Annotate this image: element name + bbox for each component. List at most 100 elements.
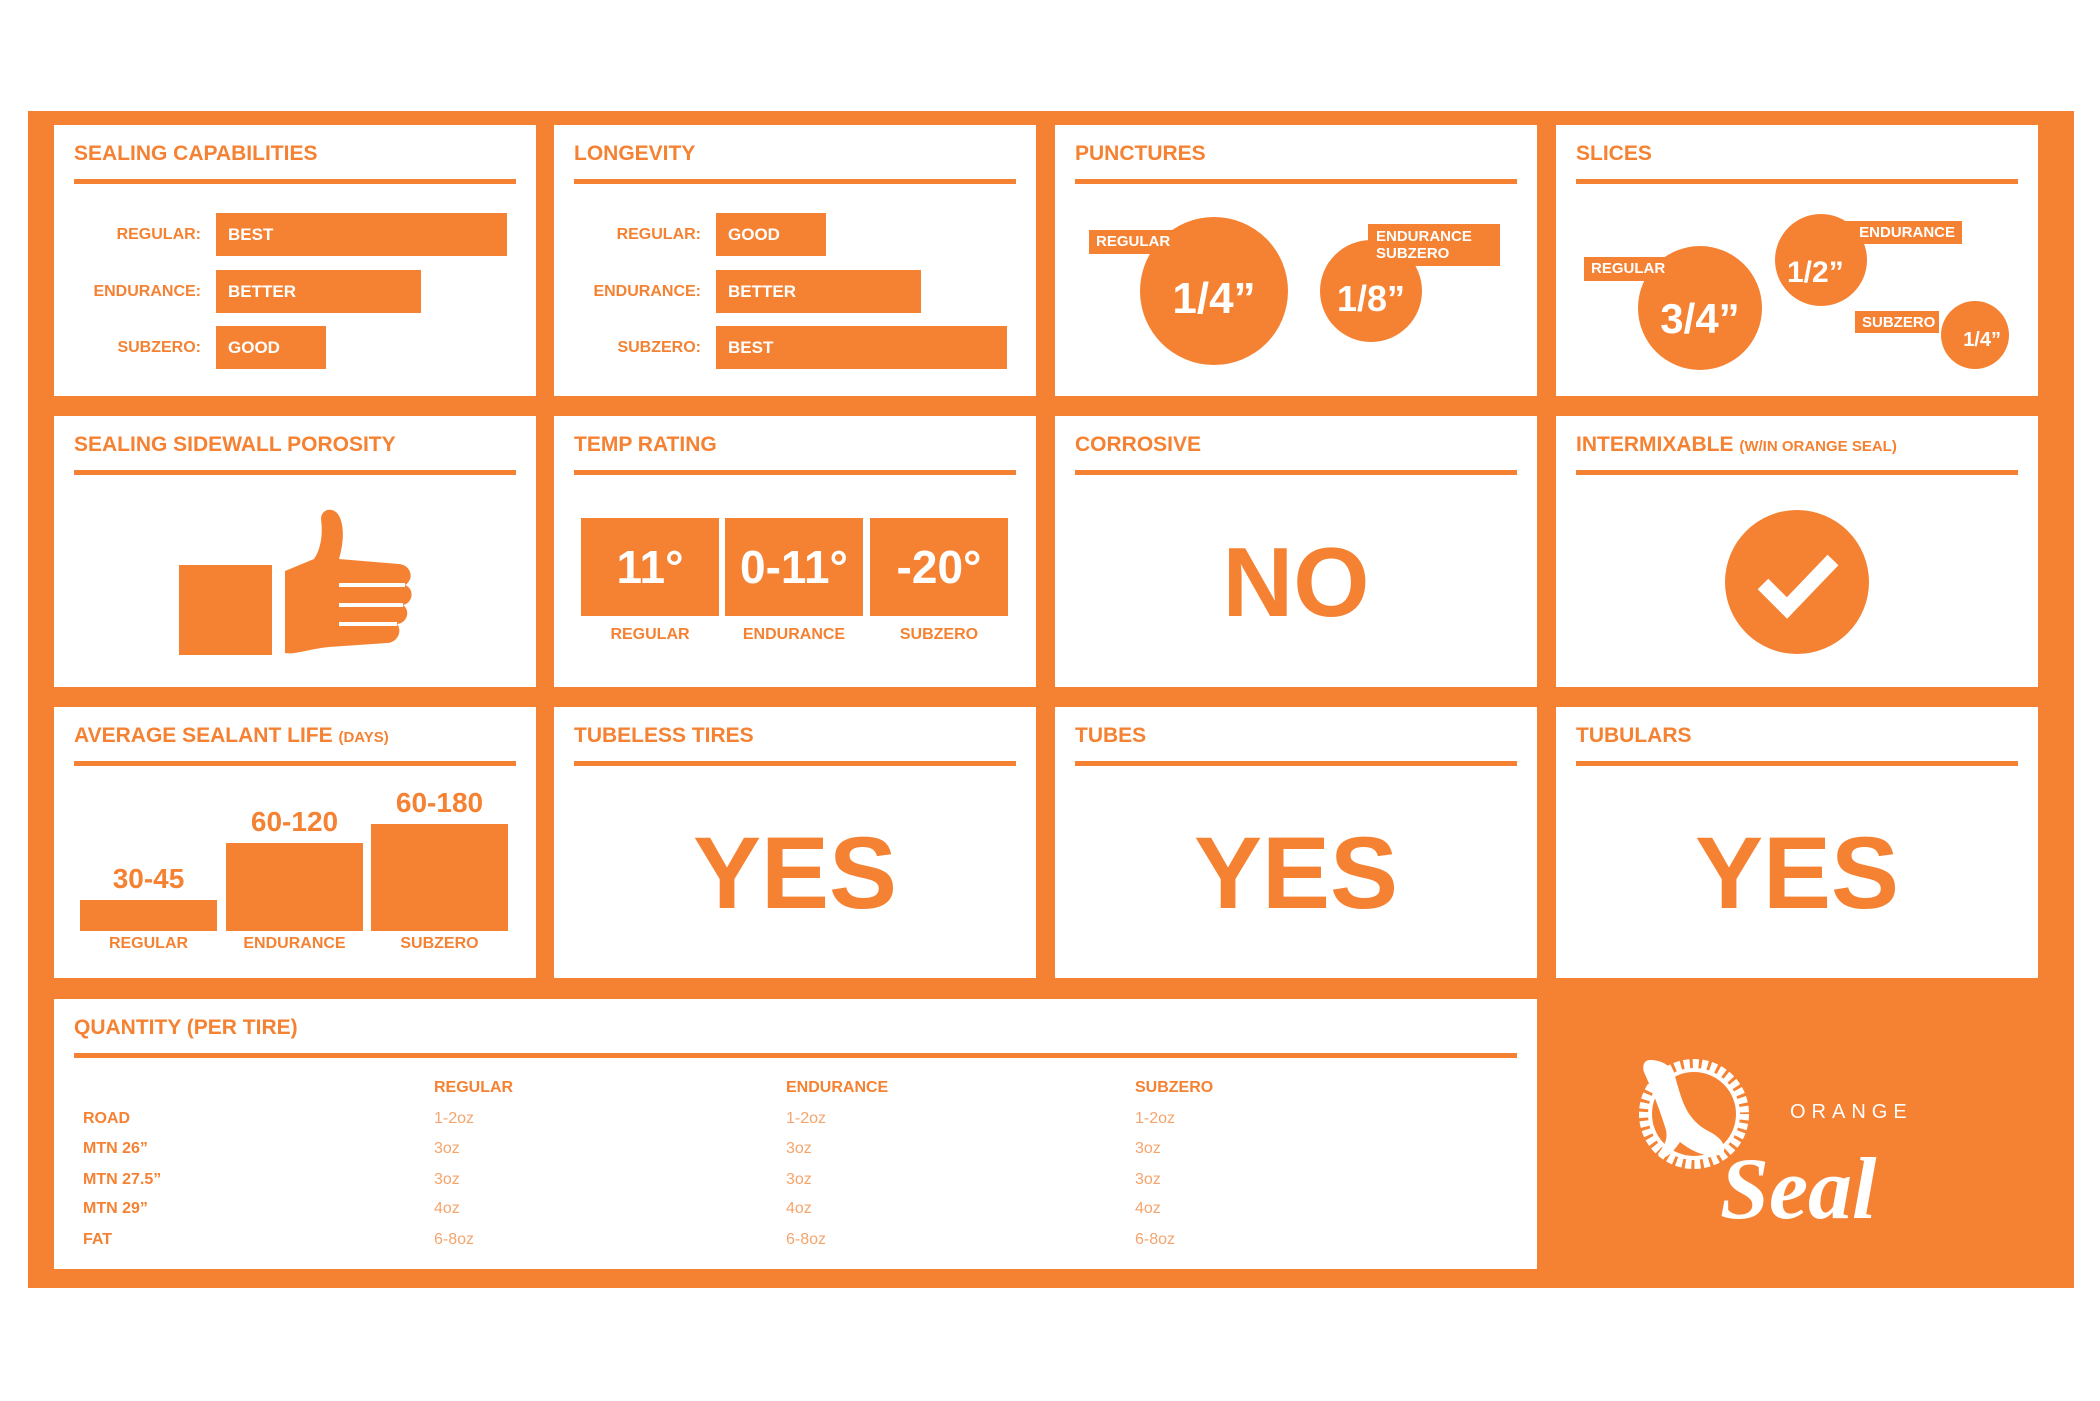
column-header: SUBZERO: [1135, 1079, 1214, 1096]
quantity-cell: 3oz: [786, 1140, 812, 1157]
sealant-life-panel: AVERAGE SEALANT LIFE (DAYS) 30-45 60-120…: [54, 707, 536, 978]
row-label: SUBZERO:: [617, 339, 701, 356]
intermixable-panel: INTERMIXABLE (W/IN ORANGE SEAL): [1556, 416, 2038, 687]
row-label: MTN 26”: [83, 1140, 148, 1157]
life-value: 60-120: [250, 806, 339, 837]
longevity-panel: LONGEVITY REGULAR: GOOD ENDURANCE: BETTE…: [554, 125, 1036, 396]
slices-panel: SLICES 3/4” REGULAR 1/2” ENDURANCE 1/4” …: [1556, 125, 2038, 396]
svg-text:Seal: Seal: [1720, 1141, 1877, 1235]
life-label: REGULAR: [108, 935, 189, 952]
temp-value-box: 11°: [581, 518, 719, 616]
row-label: MTN 29”: [83, 1200, 148, 1217]
temp-label: REGULAR: [610, 626, 690, 643]
quantity-cell: 6-8oz: [786, 1231, 827, 1248]
level-bar: BEST: [216, 213, 507, 256]
subzero-tag: SUBZERO: [1855, 311, 1939, 333]
level-bar: GOOD: [216, 326, 326, 369]
row-label: ROAD: [83, 1110, 131, 1127]
title-note: (DAYS): [338, 729, 389, 746]
sealing-capabilities-panel: SEALING CAPABILITIES REGULAR: BEST ENDUR…: [54, 125, 536, 396]
divider: [1075, 470, 1517, 475]
endurance-label: ENDURANCE: [1376, 228, 1472, 245]
life-label: SUBZERO: [400, 935, 479, 952]
panel-title: TEMP RATING: [574, 433, 717, 456]
sidewall-porosity-panel: SEALING SIDEWALL POROSITY: [54, 416, 536, 687]
divider: [74, 470, 516, 475]
quantity-cell: 4oz: [786, 1200, 812, 1217]
quantity-cell: 3oz: [786, 1171, 812, 1188]
quantity-cell: 4oz: [1135, 1200, 1161, 1217]
divider: [1576, 761, 2018, 766]
divider: [574, 761, 1016, 766]
regular-tag: REGULAR: [1584, 257, 1680, 281]
svg-text:ORANGE: ORANGE: [1790, 1101, 1913, 1123]
divider: [1075, 179, 1517, 184]
quantity-cell: 3oz: [434, 1171, 460, 1188]
quantity-cell: 3oz: [434, 1140, 460, 1157]
panel-title: TUBES: [1075, 724, 1147, 747]
panel-title: TUBELESS TIRES: [574, 724, 754, 747]
row-label: ENDURANCE:: [593, 283, 701, 300]
regular-slice-circle: 3/4”: [1638, 246, 1762, 370]
tubeless-value: YES: [692, 816, 898, 930]
panel-title: PUNCTURES: [1075, 142, 1206, 165]
row-label: ENDURANCE:: [93, 283, 201, 300]
life-value: 30-45: [112, 863, 185, 894]
tubulars-panel: TUBULARS YES: [1556, 707, 2038, 978]
title-note: (W/IN ORANGE SEAL): [1739, 438, 1897, 455]
temp-value-box: -20°: [870, 518, 1008, 616]
tubes-panel: TUBES YES: [1055, 707, 1537, 978]
quantity-cell: 4oz: [434, 1200, 460, 1217]
life-bar-subzero: [371, 824, 508, 931]
life-value: 60-180: [395, 787, 484, 818]
title-text: INTERMIXABLE: [1576, 433, 1734, 456]
endurance-tag: ENDURANCE: [1832, 221, 1962, 244]
tubes-value: YES: [1193, 816, 1399, 930]
temp-label: ENDURANCE: [742, 626, 846, 643]
level-bar: GOOD: [716, 213, 826, 256]
checkmark-circle-icon: [1725, 510, 1869, 654]
level-bar: BETTER: [716, 270, 921, 313]
level-bar: BETTER: [216, 270, 421, 313]
quantity-cell: 1-2oz: [1135, 1110, 1176, 1127]
regular-tag: REGULAR: [1089, 230, 1185, 254]
tubeless-tires-panel: TUBELESS TIRES YES: [554, 707, 1036, 978]
panel-title: SLICES: [1576, 142, 1652, 165]
quantity-cell: 6-8oz: [434, 1231, 475, 1248]
divider: [74, 179, 516, 184]
row-label: REGULAR:: [616, 226, 701, 243]
quantity-panel: QUANTITY (PER TIRE) REGULAR ENDURANCE SU…: [54, 999, 1537, 1269]
life-label: ENDURANCE: [243, 935, 346, 952]
title-text: AVERAGE SEALANT LIFE: [74, 724, 333, 747]
endurance-subzero-tag: ENDURANCE SUBZERO: [1368, 224, 1500, 266]
panel-title: QUANTITY (PER TIRE): [74, 1016, 298, 1039]
temp-rating-panel: TEMP RATING 11° 0-11° -20° REGULAR ENDUR…: [554, 416, 1036, 687]
row-label: MTN 27.5”: [83, 1171, 162, 1188]
column-header: ENDURANCE: [786, 1079, 889, 1096]
panel-title: CORROSIVE: [1075, 433, 1202, 456]
divider: [574, 470, 1016, 475]
quantity-cell: 6-8oz: [1135, 1231, 1176, 1248]
row-label: REGULAR:: [116, 226, 201, 243]
divider: [74, 761, 516, 766]
level-bar: BEST: [716, 326, 1007, 369]
life-bar-endurance: [226, 843, 363, 931]
corrosive-value: NO: [1222, 527, 1370, 637]
punctures-panel: PUNCTURES 1/4” REGULAR 1/8” ENDURANCE SU…: [1055, 125, 1537, 396]
panel-title: TUBULARS: [1576, 724, 1692, 747]
divider: [1075, 761, 1517, 766]
tubulars-value: YES: [1694, 816, 1900, 930]
panel-title: LONGEVITY: [574, 142, 696, 165]
panel-title: SEALING CAPABILITIES: [74, 142, 318, 165]
divider: [1576, 179, 2018, 184]
panel-title: SEALING SIDEWALL POROSITY: [74, 433, 396, 456]
temp-value-box: 0-11°: [725, 518, 863, 616]
row-label: FAT: [83, 1231, 113, 1248]
subzero-label: SUBZERO: [1376, 245, 1450, 262]
quantity-cell: 3oz: [1135, 1140, 1161, 1157]
subzero-slice-circle: 1/4”: [1941, 301, 2009, 369]
orange-seal-logo: ORANGE Seal: [1639, 1059, 1913, 1235]
temp-label: SUBZERO: [899, 626, 979, 643]
life-bar-regular: [80, 900, 217, 931]
divider: [1576, 470, 2018, 475]
